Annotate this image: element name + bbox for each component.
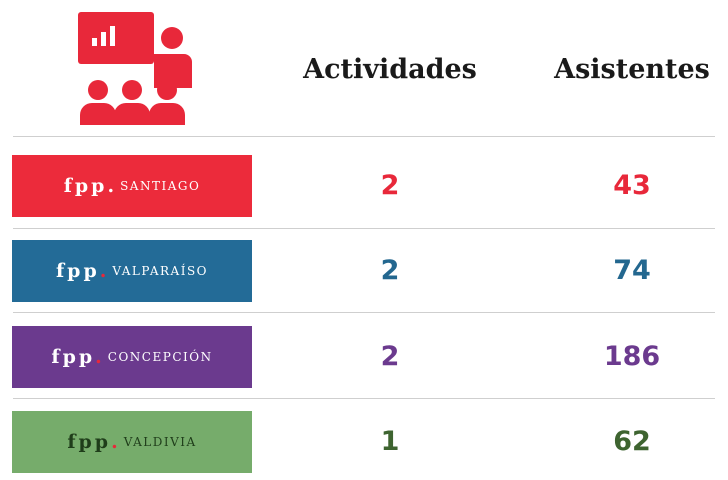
attendees-count: 43 [613,170,651,201]
brand-dot: . [111,431,118,453]
table-row: fpp. VALPARAÍSO 2 74 [0,240,728,302]
brand: fpp [63,175,108,197]
brand-dot: . [99,260,107,282]
city: VALPARAÍSO [112,264,208,278]
activities-count: 1 [380,426,400,457]
brand-dot: . [95,346,102,368]
brand: fpp [51,346,96,368]
divider [13,312,715,313]
header-activities: Actividades [303,54,477,85]
presentation-icon [78,12,192,125]
city: VALDIVIA [123,435,197,449]
table-row: fpp. CONCEPCIÓN 2 186 [0,326,728,388]
city: CONCEPCIÓN [107,350,213,364]
table-row: fpp. VALDIVIA 1 62 [0,411,728,473]
attendees-count: 62 [613,426,651,457]
brand-dot: . [107,175,115,197]
brand-badge: fpp. CONCEPCIÓN [12,326,252,388]
divider [13,228,715,229]
brand-badge: fpp. VALPARAÍSO [12,240,252,302]
city: SANTIAGO [120,179,201,193]
divider [13,136,715,137]
activities-count: 2 [380,341,400,372]
activities-count: 2 [380,255,400,286]
header-attendees: Asistentes [554,54,710,85]
divider [13,398,715,399]
attendees-count: 74 [613,255,651,286]
activities-count: 2 [380,170,400,201]
brand-badge: fpp. VALDIVIA [12,411,252,473]
table-row: fpp. SANTIAGO 2 43 [0,155,728,217]
brand: fpp [56,260,100,282]
brand: fpp [67,431,112,453]
brand-badge: fpp. SANTIAGO [12,155,252,217]
attendees-count: 186 [603,341,661,372]
